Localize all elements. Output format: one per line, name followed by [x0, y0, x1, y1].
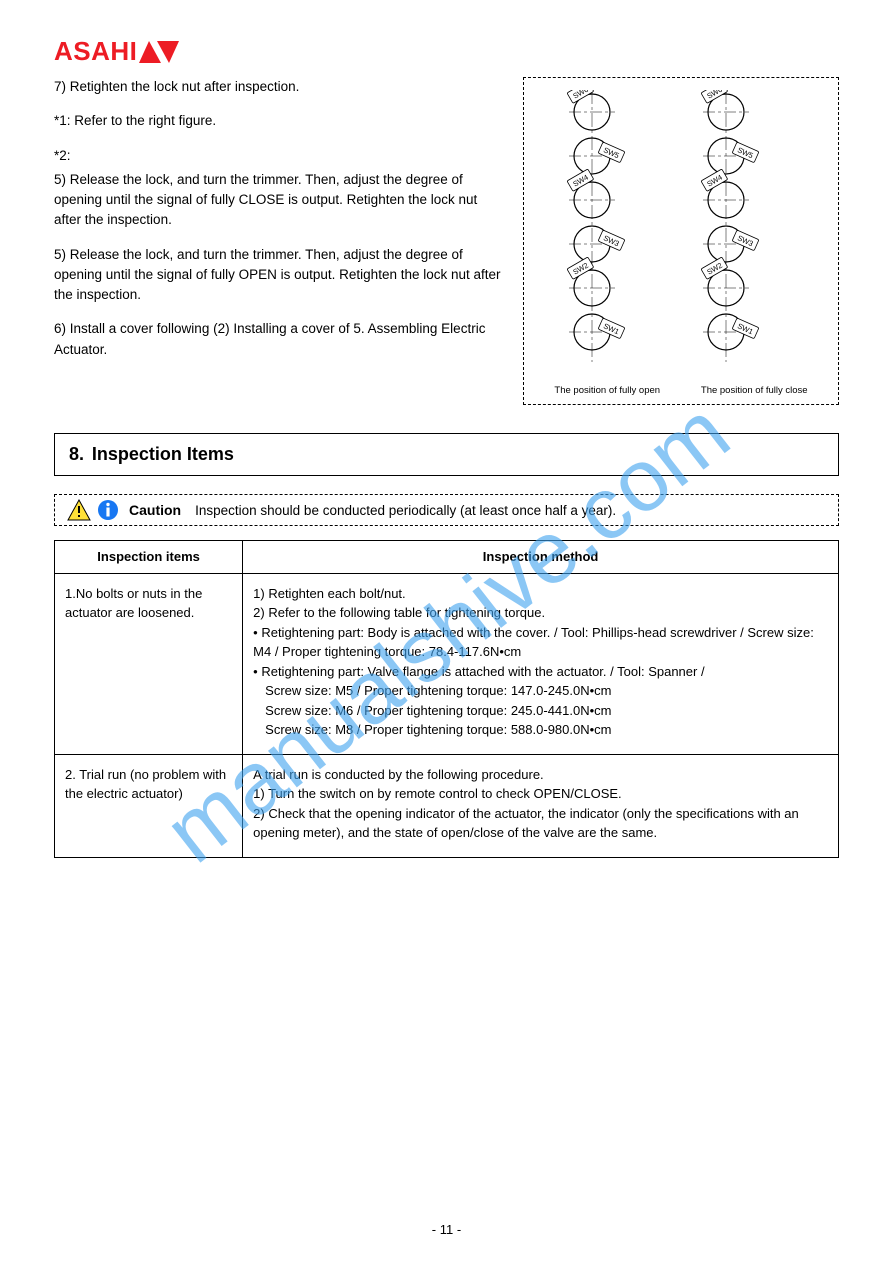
inspection-item-1: 1.No bolts or nuts in the actuator are l…	[55, 573, 243, 754]
method-line: 2) Refer to the following table for tigh…	[253, 603, 828, 623]
th-method: Inspection method	[243, 541, 839, 574]
trimmer-open-svg: SW6 SW5 SW4 SW3 SW2 SW1	[559, 90, 669, 362]
trimmer-diagram: SW6 SW5 SW4 SW3 SW2 SW1 SW6 SW5 SW4 SW3 …	[523, 77, 839, 405]
trimmer-columns: SW6 SW5 SW4 SW3 SW2 SW1 SW6 SW5 SW4 SW3 …	[534, 90, 828, 379]
method-line: • Retightening part: Body is attached wi…	[253, 623, 828, 662]
method-line: • Retightening part: Valve flange is att…	[253, 662, 828, 682]
trimmer-col-close: SW6 SW5 SW4 SW3 SW2 SW1	[693, 90, 803, 379]
diagram-caption-row: The position of fully open The position …	[534, 385, 828, 396]
inspection-table: Inspection items Inspection method 1.No …	[54, 540, 839, 858]
instructions-column: 7) Retighten the lock nut after inspecti…	[54, 77, 501, 405]
table-row: 2. Trial run (no problem with the electr…	[55, 754, 839, 857]
caution-label: Caution	[129, 502, 181, 518]
section-title: Inspection Items	[92, 444, 234, 464]
caution-banner: Caution Inspection should be conducted p…	[54, 494, 839, 526]
th-items: Inspection items	[55, 541, 243, 574]
method-line: Screw size: M5 / Proper tightening torqu…	[253, 681, 828, 701]
inspection-method-1: 1) Retighten each bolt/nut. 2) Refer to …	[243, 573, 839, 754]
inspection-item-2: 2. Trial run (no problem with the electr…	[55, 754, 243, 857]
table-header-row: Inspection items Inspection method	[55, 541, 839, 574]
caution-text: Inspection should be conducted periodica…	[195, 503, 616, 518]
warning-triangle-icon	[67, 499, 91, 521]
brand-logo-text: ASAHI	[54, 36, 137, 67]
top-section: 7) Retighten the lock nut after inspecti…	[54, 77, 839, 405]
inspection-method-2: A trial run is conducted by the followin…	[243, 754, 839, 857]
method-line: A trial run is conducted by the followin…	[253, 765, 828, 785]
diagram-caption-open: The position of fully open	[554, 385, 660, 396]
method-line: 2) Check that the opening indicator of t…	[253, 804, 828, 843]
brand-logo: ASAHI	[54, 36, 839, 67]
step-5a: 5) Release the lock, and turn the trimme…	[54, 170, 501, 231]
note-1: *1: Refer to the right figure.	[54, 111, 501, 131]
step-6: 6) Install a cover following (2) Install…	[54, 319, 501, 360]
info-circle-icon	[97, 499, 119, 521]
method-line: Screw size: M6 / Proper tightening torqu…	[253, 701, 828, 721]
step-5b: 5) Release the lock, and turn the trimme…	[54, 245, 501, 306]
page-number: - 11 -	[0, 1222, 893, 1237]
brand-logo-mark	[137, 39, 181, 65]
trimmer-col-open: SW6 SW5 SW4 SW3 SW2 SW1	[559, 90, 669, 379]
note-2-label: *2:	[54, 146, 501, 166]
method-line: 1) Turn the switch on by remote control …	[253, 784, 828, 804]
method-line: Screw size: M8 / Proper tightening torqu…	[253, 720, 828, 740]
method-line: 1) Retighten each bolt/nut.	[253, 584, 828, 604]
table-row: 1.No bolts or nuts in the actuator are l…	[55, 573, 839, 754]
diagram-caption-close: The position of fully close	[701, 385, 808, 396]
trimmer-close-svg: SW6 SW5 SW4 SW3 SW2 SW1	[693, 90, 803, 362]
step-7: 7) Retighten the lock nut after inspecti…	[54, 77, 501, 97]
section-heading: 8. Inspection Items	[54, 433, 839, 476]
section-number: 8.	[69, 444, 84, 464]
